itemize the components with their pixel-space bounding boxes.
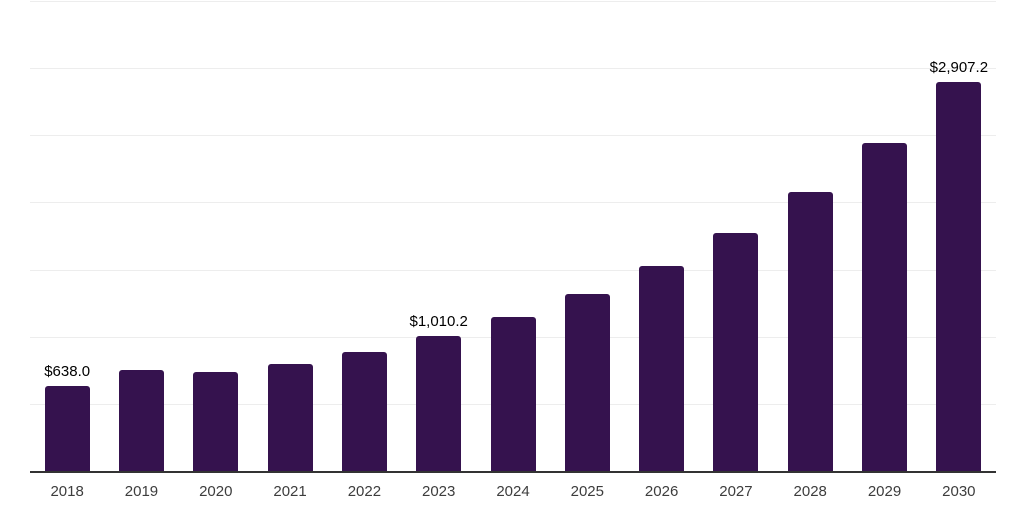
bar-2018[interactable] (44, 386, 90, 472)
x-tick-label-2029: 2029 (867, 483, 902, 500)
bar-2030[interactable] (936, 81, 982, 472)
x-tick-label-2023: 2023 (422, 483, 456, 500)
bar-2023[interactable] (416, 336, 462, 472)
x-tick-label-2027: 2027 (719, 483, 753, 500)
x-tick-label-2028: 2028 (793, 483, 827, 500)
gridline-3000 (30, 68, 996, 70)
x-tick-label-2022: 2022 (347, 483, 382, 500)
value-label-2030: $2,907.2 (929, 58, 989, 76)
gridline-3500 (30, 1, 996, 2)
gridline-2500 (30, 135, 996, 137)
x-tick-label-2030: 2030 (942, 483, 976, 500)
bar-2027[interactable] (713, 233, 759, 472)
x-tick-label-2018: 2018 (50, 483, 84, 500)
bar-2019[interactable] (118, 369, 164, 472)
bar-2024[interactable] (490, 317, 536, 472)
bar-2022[interactable] (341, 352, 387, 472)
gridline-2000 (30, 202, 996, 204)
bar-2028[interactable] (787, 192, 833, 472)
x-tick-label-2019: 2019 (124, 483, 159, 500)
bar-2020[interactable] (193, 371, 239, 472)
value-label-2023: $1,010.2 (409, 313, 468, 331)
x-axis-line (30, 471, 996, 473)
bar-2029[interactable] (862, 143, 908, 472)
bar-2021[interactable] (267, 363, 313, 472)
bar-2026[interactable] (639, 266, 685, 472)
bar-2025[interactable] (564, 293, 610, 472)
x-tick-label-2025: 2025 (570, 483, 604, 500)
value-label-2018: $638.0 (44, 363, 91, 381)
x-tick-label-2024: 2024 (496, 483, 530, 500)
plot-area: $638.0 2018 2019 2020 2021 2022 $1,010.2 2023 20… (30, 1, 996, 500)
x-tick-label-2026: 2026 (644, 483, 679, 500)
x-tick-label-2020: 2020 (199, 483, 233, 500)
gridline-1500 (30, 269, 996, 271)
x-tick-label-2021: 2021 (273, 483, 307, 500)
